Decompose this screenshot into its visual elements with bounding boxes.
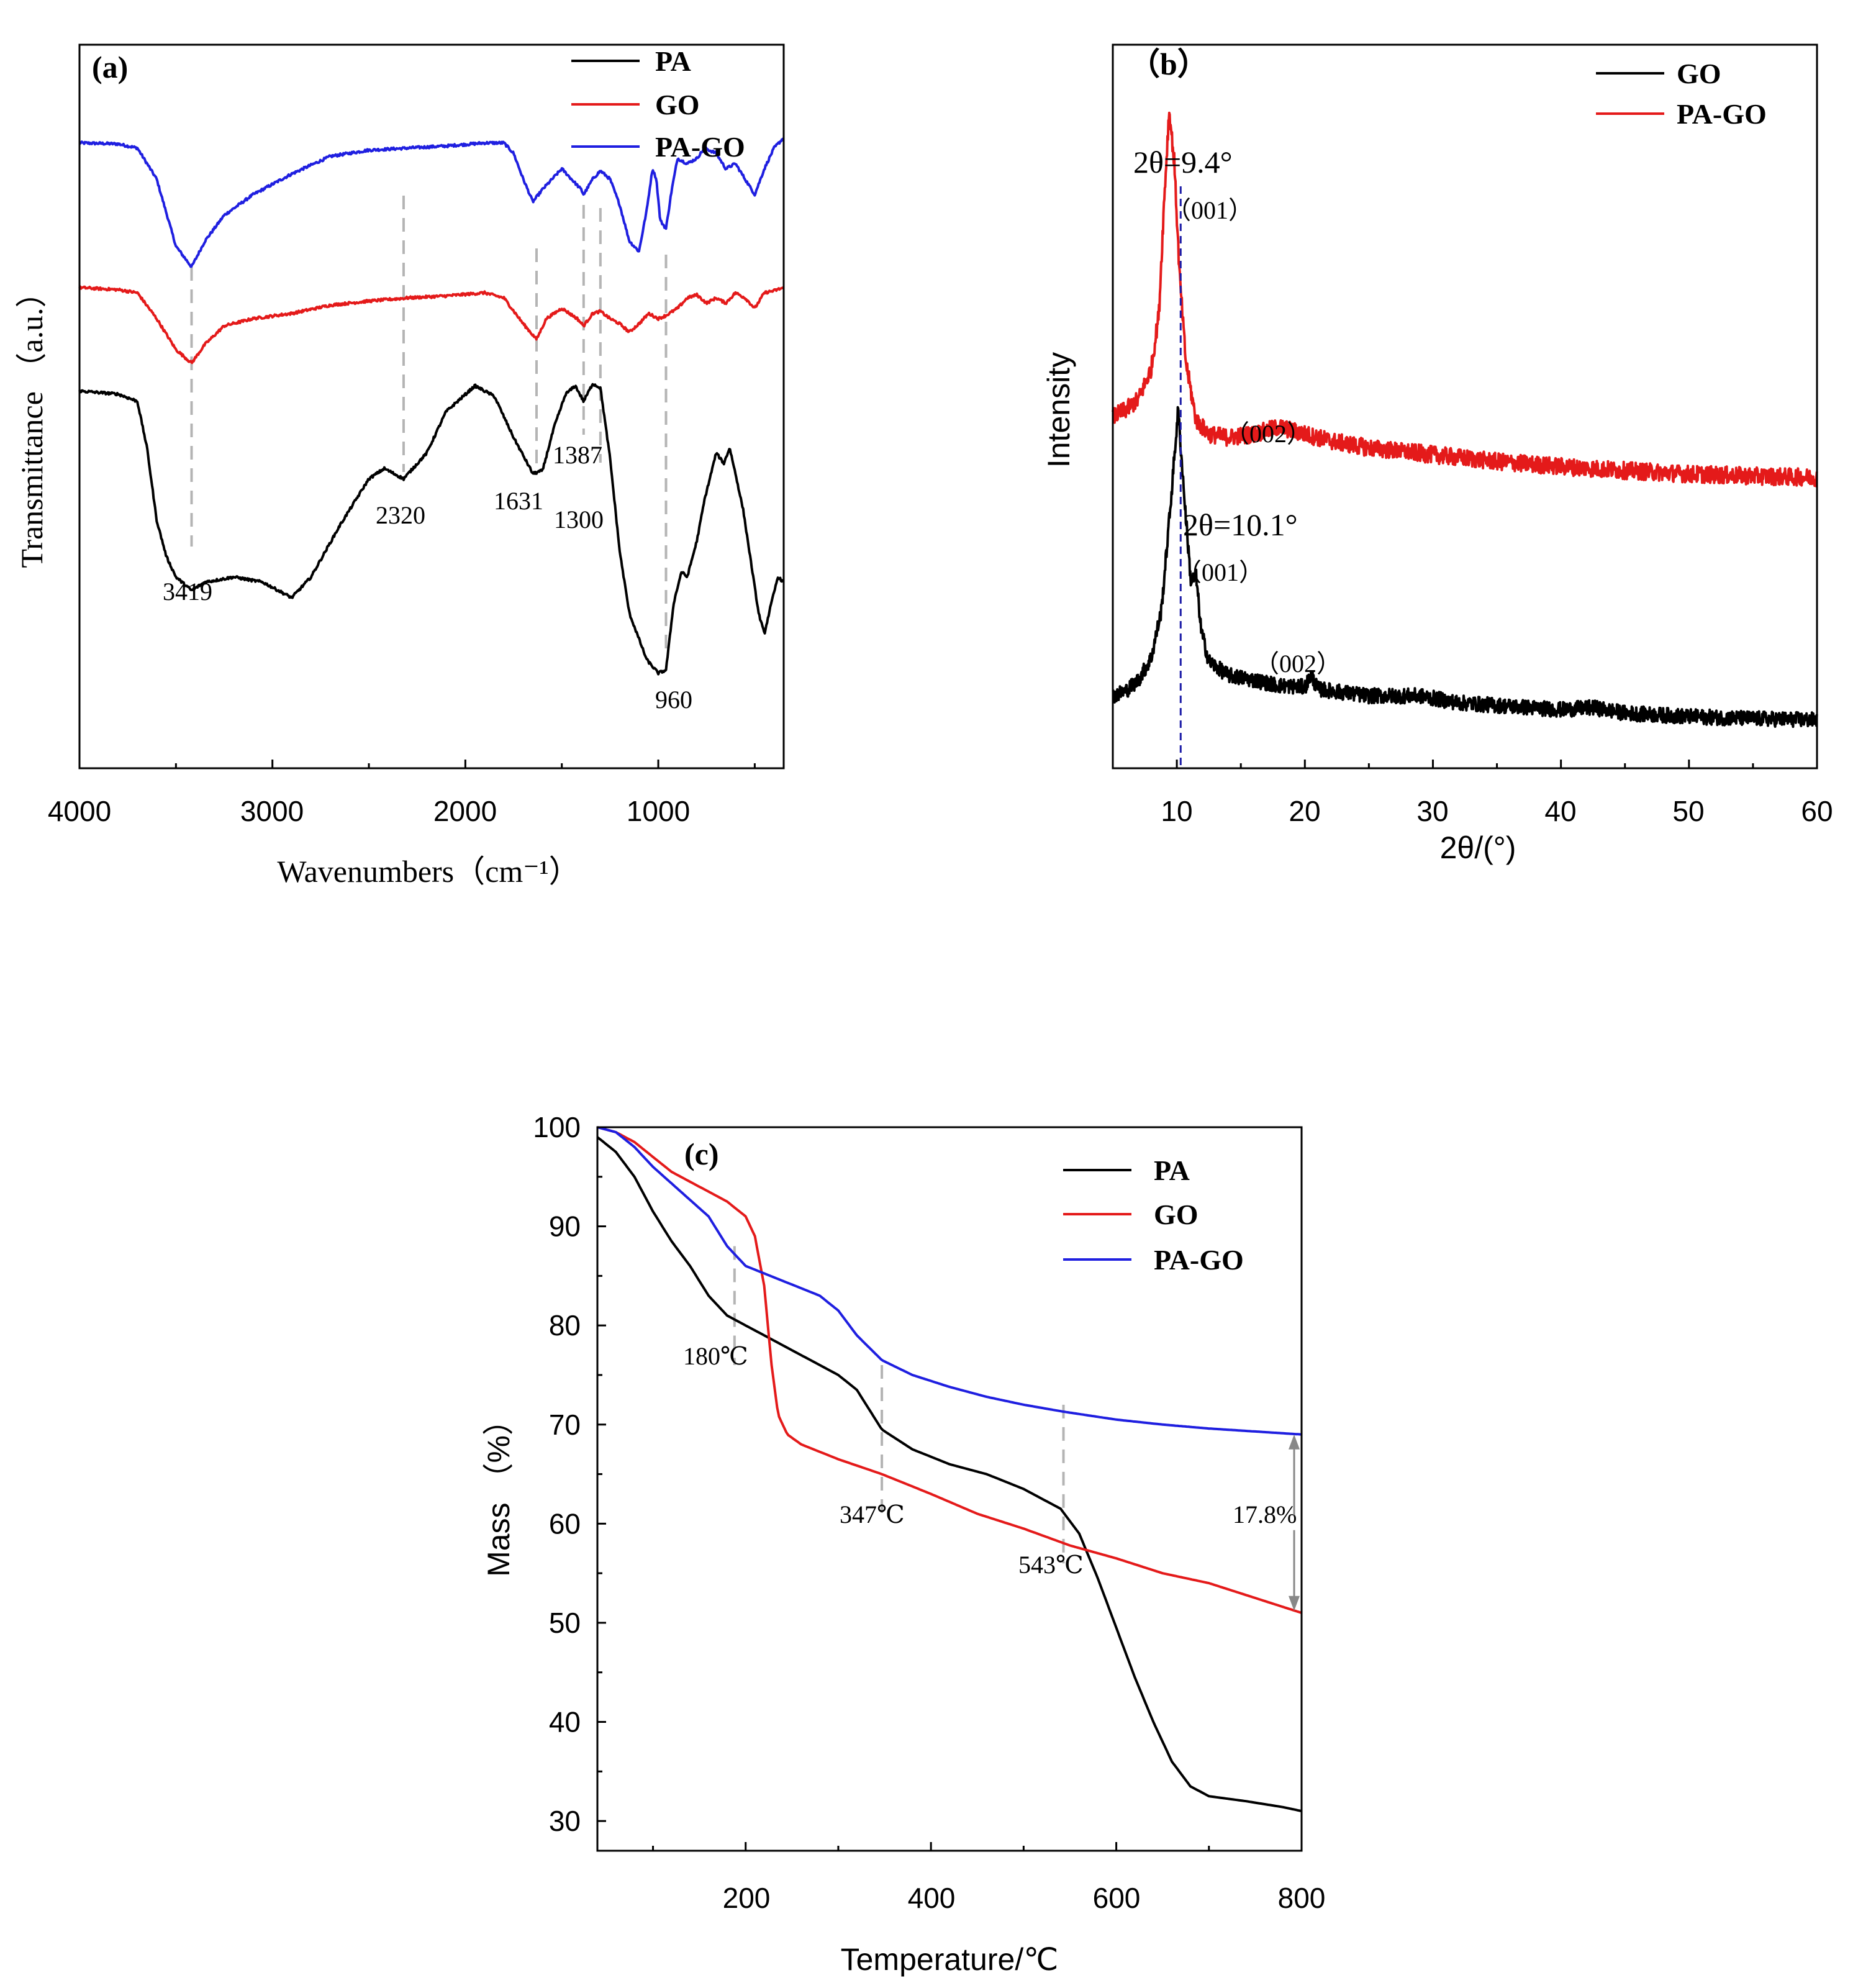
c-series-go <box>597 1126 1302 1614</box>
c-annotation-543: 543℃ <box>1018 1551 1084 1579</box>
c-y-tick-label-60: 60 <box>549 1507 581 1540</box>
a-y-axis-title: Transmittance （a.u.） <box>14 277 49 568</box>
c-series-pa-go <box>597 1126 1302 1436</box>
c-x-axis-title: Temperature/℃ <box>841 1942 1059 1977</box>
a-series-pa <box>78 383 785 676</box>
c-span-arrowhead-up <box>1289 1434 1300 1450</box>
c-y-tick-label-70: 70 <box>549 1409 581 1441</box>
a-annotation-1387: 1387 <box>553 441 602 469</box>
b-annotation-pago-peak: 2θ=9.4° <box>1133 145 1233 179</box>
c-y-tick-label-80: 80 <box>549 1309 581 1341</box>
c-panel-label: (c) <box>684 1137 719 1171</box>
a-annotation-2320: 2320 <box>376 501 425 529</box>
c-x-tick-label-800: 800 <box>1278 1882 1326 1914</box>
a-legend-label-go: GO <box>655 89 700 120</box>
b-panel-label: （b） <box>1129 47 1208 81</box>
c-legend-label-go: GO <box>1154 1199 1199 1230</box>
b-series-group <box>1112 111 1818 728</box>
a-x-axis-title: Wavenumbers（cm⁻¹） <box>277 854 579 889</box>
c-guide-lines <box>733 1246 1065 1564</box>
b-plot-frame <box>1112 43 1818 769</box>
b-series-pa-go <box>1112 111 1818 488</box>
b-x-tick-label-10: 10 <box>1161 795 1192 827</box>
a-annotation-1300: 1300 <box>554 506 604 533</box>
b-series-go <box>1112 406 1818 728</box>
panel-b-xrd: （b） GO PA-GO 2θ=9.4° （001） （002） 2θ=10.1… <box>1041 43 1833 865</box>
b-annotation-pago-002: （002） <box>1225 420 1312 448</box>
b-annotation-go-peak: 2θ=10.1° <box>1183 507 1298 542</box>
b-x-tick-label-30: 30 <box>1416 795 1448 827</box>
c-mass-difference-arrow <box>1289 1434 1300 1611</box>
a-series-pa-go <box>78 137 785 268</box>
c-plot-frame <box>596 1126 1303 1852</box>
b-legend-label-pago: PA-GO <box>1677 98 1767 130</box>
a-annotation-1631: 1631 <box>494 487 543 515</box>
c-series-group <box>596 1126 1302 1813</box>
b-x-axis-title: 2θ/(°) <box>1440 830 1516 865</box>
panel-a-ftir: (a) PA GO PA-GO 3419 2320 1631 1387 1300… <box>14 43 785 889</box>
c-y-tick-label-40: 40 <box>549 1706 581 1738</box>
a-legend-label-pa: PA <box>655 45 691 77</box>
c-series-pa <box>596 1136 1302 1813</box>
b-x-tick-label-40: 40 <box>1544 795 1576 827</box>
b-annotation-go-001: （001） <box>1177 558 1264 586</box>
a-plot-frame <box>78 43 785 769</box>
c-annotation-347: 347℃ <box>840 1500 905 1528</box>
b-x-tick-label-60: 60 <box>1801 795 1833 827</box>
c-legend-label-pa: PA <box>1154 1155 1190 1186</box>
a-x-tick-label-1000: 1000 <box>627 795 690 827</box>
c-span-arrowhead-down <box>1289 1595 1300 1611</box>
c-annotation-180: 180℃ <box>683 1342 748 1370</box>
c-y-tick-label-50: 50 <box>549 1607 581 1639</box>
a-legend: PA GO PA-GO <box>571 45 745 163</box>
a-guide-lines <box>190 196 668 655</box>
c-x-tick-label-600: 600 <box>1093 1882 1141 1914</box>
a-x-tick-label-3000: 3000 <box>240 795 304 827</box>
b-x-ticks <box>1112 760 1818 768</box>
c-annotation-delta: 17.8% <box>1233 1500 1297 1528</box>
c-axis-ticks <box>597 1126 1303 1851</box>
a-x-ticks <box>78 760 756 768</box>
c-legend-label-pago: PA-GO <box>1154 1244 1244 1276</box>
c-y-tick-label-90: 90 <box>549 1210 581 1243</box>
a-series-group <box>78 137 785 676</box>
b-legend: GO PA-GO <box>1596 58 1767 130</box>
b-y-axis-title: Intensity <box>1041 352 1076 468</box>
a-legend-label-pago: PA-GO <box>655 131 745 163</box>
c-y-tick-label-100: 100 <box>533 1111 581 1143</box>
b-annotation-go-002: （002） <box>1254 650 1341 678</box>
c-y-axis-title: Mass （%） <box>481 1404 516 1577</box>
a-annotation-960: 960 <box>655 686 692 714</box>
b-annotation-pago-001: （001） <box>1166 196 1253 224</box>
a-x-tick-label-2000: 2000 <box>433 795 497 827</box>
a-x-tick-label-4000: 4000 <box>48 795 111 827</box>
a-series-go <box>78 285 784 365</box>
c-legend: PA GO PA-GO <box>1063 1155 1244 1276</box>
c-x-tick-label-400: 400 <box>908 1882 956 1914</box>
panel-c-tga: (c) PA GO PA-GO 180℃ 347℃ 543℃ 17.8% Tem… <box>481 1111 1325 1977</box>
a-annotation-3419: 3419 <box>163 578 212 606</box>
b-x-tick-label-20: 20 <box>1289 795 1320 827</box>
c-y-tick-label-30: 30 <box>549 1805 581 1837</box>
c-y-tick-labels: 30 40 50 60 70 80 90 100 <box>533 1111 581 1837</box>
a-panel-label: (a) <box>92 50 128 84</box>
b-legend-label-go: GO <box>1677 58 1721 89</box>
b-x-tick-label-50: 50 <box>1672 795 1704 827</box>
c-x-tick-label-200: 200 <box>723 1882 771 1914</box>
